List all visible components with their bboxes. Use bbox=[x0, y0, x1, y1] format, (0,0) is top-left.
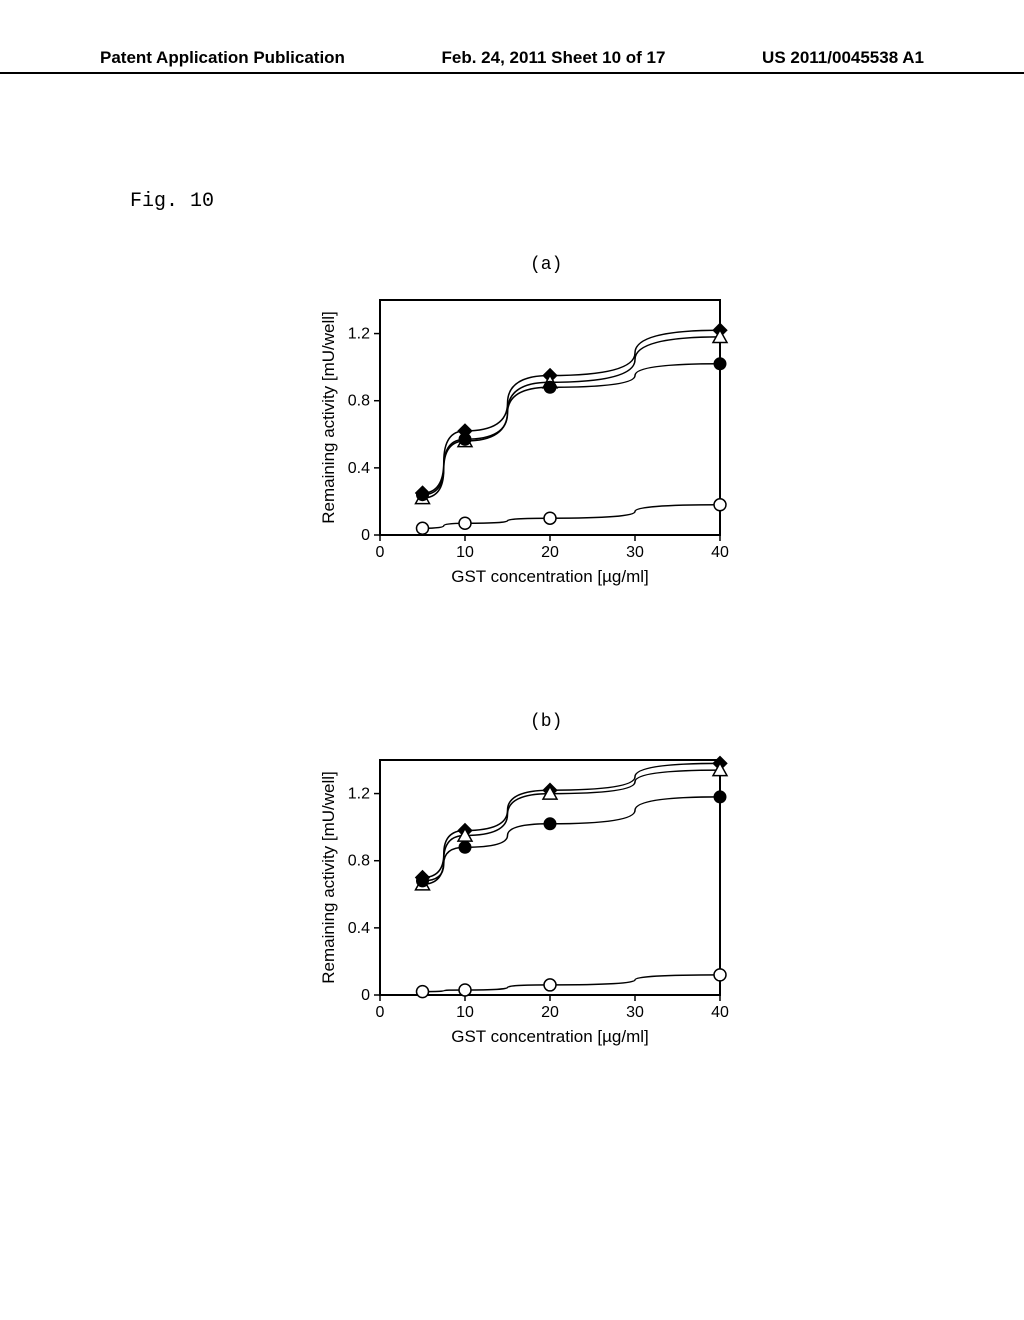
svg-text:0: 0 bbox=[376, 1004, 385, 1021]
svg-text:1.2: 1.2 bbox=[348, 786, 370, 803]
svg-text:Remaining activity [mU/well]: Remaining activity [mU/well] bbox=[320, 771, 338, 984]
svg-text:GST concentration [µg/ml]: GST concentration [µg/ml] bbox=[451, 1027, 649, 1046]
svg-text:Remaining activity [mU/well]: Remaining activity [mU/well] bbox=[320, 311, 338, 524]
svg-text:0: 0 bbox=[361, 527, 370, 544]
svg-text:20: 20 bbox=[541, 544, 559, 561]
subplot-b-label: (b) bbox=[530, 712, 562, 732]
svg-text:0: 0 bbox=[361, 987, 370, 1004]
svg-text:30: 30 bbox=[626, 544, 644, 561]
svg-text:0.8: 0.8 bbox=[348, 853, 370, 870]
svg-text:0.8: 0.8 bbox=[348, 393, 370, 410]
subplot-a-chart: 0 10 20 30 40 0 0.4 0.8 1.2 GST concentration [µg… bbox=[320, 290, 740, 590]
header-center: Feb. 24, 2011 Sheet 10 of 17 bbox=[442, 48, 666, 68]
svg-text:1.2: 1.2 bbox=[348, 326, 370, 343]
figure-label: Fig. 10 bbox=[130, 190, 214, 213]
svg-text:10: 10 bbox=[456, 1004, 474, 1021]
svg-text:0.4: 0.4 bbox=[348, 920, 370, 937]
svg-text:0.4: 0.4 bbox=[348, 460, 370, 477]
svg-text:20: 20 bbox=[541, 1004, 559, 1021]
svg-text:10: 10 bbox=[456, 544, 474, 561]
header-left: Patent Application Publication bbox=[100, 48, 345, 68]
subplot-b-chart: 0 10 20 30 40 0 0.4 0.8 1.2 GST concentration [µg… bbox=[320, 750, 740, 1050]
svg-text:30: 30 bbox=[626, 1004, 644, 1021]
header-right: US 2011/0045538 A1 bbox=[762, 48, 924, 68]
svg-text:40: 40 bbox=[711, 1004, 729, 1021]
svg-text:0: 0 bbox=[376, 544, 385, 561]
svg-text:40: 40 bbox=[711, 544, 729, 561]
svg-text:GST concentration [µg/ml]: GST concentration [µg/ml] bbox=[451, 567, 649, 586]
page-header: Patent Application Publication Feb. 24, … bbox=[0, 48, 1024, 74]
subplot-a-label: (a) bbox=[530, 255, 562, 275]
